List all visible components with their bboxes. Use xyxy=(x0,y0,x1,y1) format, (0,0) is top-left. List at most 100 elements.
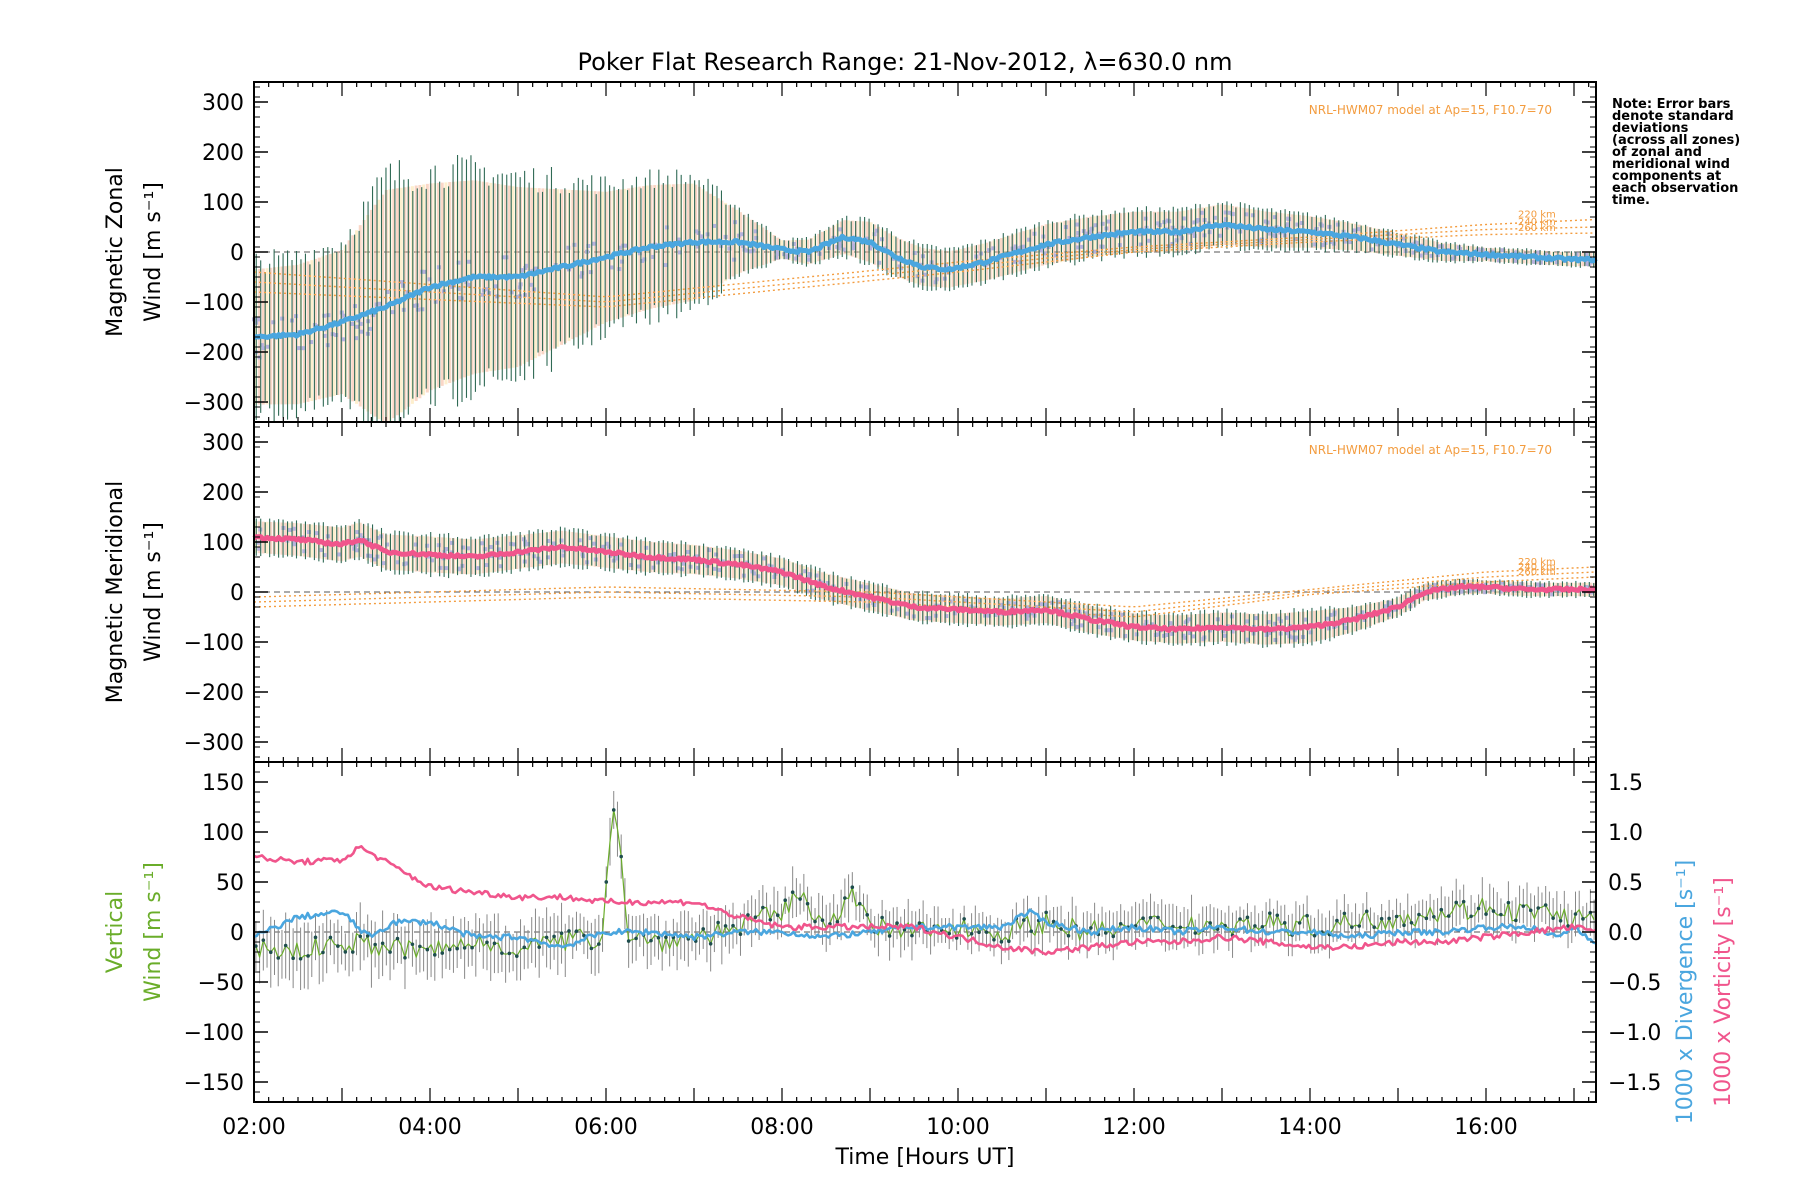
scatter-point xyxy=(1584,252,1589,257)
scatter-point xyxy=(1075,222,1080,227)
panel-frame-1: 300 200 100 0 −100 −200 −300 Magnetic Meridiona… xyxy=(103,421,1597,763)
scatter-point xyxy=(355,324,360,329)
vertical-wind-point xyxy=(761,905,765,910)
scatter-point xyxy=(739,232,744,237)
scatter-point xyxy=(1513,258,1518,263)
scatter-point xyxy=(1514,250,1519,255)
scatter-point xyxy=(449,284,454,289)
scatter-point xyxy=(579,274,584,279)
scatter-point xyxy=(514,295,519,300)
note-line: time. xyxy=(1612,193,1650,208)
scatter-point xyxy=(1362,617,1367,622)
vertical-wind-point xyxy=(440,951,445,955)
scatter-point xyxy=(1321,242,1326,247)
scatter-point xyxy=(1418,253,1423,258)
vertical-wind-point xyxy=(537,945,541,949)
scatter-point xyxy=(864,585,869,590)
scatter-point xyxy=(1433,583,1438,588)
vertical-wind-point xyxy=(336,944,340,948)
scatter-point xyxy=(493,284,498,289)
scatter-point xyxy=(1084,231,1089,236)
scatter-point xyxy=(1531,259,1536,264)
scatter-point xyxy=(561,553,566,558)
scatter-point xyxy=(1137,232,1142,237)
scatter-point xyxy=(1335,222,1340,227)
vertical-wind-point xyxy=(283,943,288,948)
scatter-point xyxy=(1018,260,1023,265)
vertical-wind-point xyxy=(1514,918,1518,923)
scatter-point xyxy=(1021,244,1026,249)
vertical-wind-point xyxy=(559,931,564,936)
model-label: NRL-HWM07 model at Ap=15, F10.7=70 xyxy=(1309,103,1552,117)
scatter-point xyxy=(1556,588,1561,593)
y-axis-label: Magnetic Zonal xyxy=(103,167,128,337)
y-tick-label: 100 xyxy=(202,531,244,556)
scatter-point xyxy=(1098,613,1103,618)
scatter-point xyxy=(866,603,871,608)
scatter-point xyxy=(933,280,938,285)
y-tick-label: 50 xyxy=(216,871,244,896)
scatter-point xyxy=(523,542,528,547)
scatter-point xyxy=(371,313,376,318)
scatter-point xyxy=(623,243,628,248)
scatter-point xyxy=(806,253,811,258)
scatter-point xyxy=(769,564,774,569)
vertical-wind-point xyxy=(365,934,370,938)
scatter-point xyxy=(1538,260,1543,265)
model-altitude-label: 260 km xyxy=(1518,223,1556,234)
vertical-wind-point xyxy=(1476,906,1481,911)
vertical-wind-point xyxy=(1178,925,1183,930)
scatter-point xyxy=(1087,230,1092,235)
vertical-wind-point xyxy=(574,929,579,934)
scatter-point xyxy=(498,564,503,569)
y-tick-label: −50 xyxy=(198,971,244,996)
scatter-point xyxy=(426,554,431,559)
vertical-wind-point xyxy=(1521,904,1526,908)
scatter-point xyxy=(1195,218,1200,223)
scatter-point xyxy=(912,251,917,256)
vertical-wind-point xyxy=(1357,924,1362,928)
scatter-point xyxy=(851,243,856,248)
scatter-point xyxy=(671,552,676,557)
scatter-point xyxy=(1483,590,1488,595)
scatter-point xyxy=(1170,241,1175,246)
vertical-wind-point xyxy=(1297,921,1302,925)
scatter-point xyxy=(897,264,902,269)
vertical-wind-point xyxy=(731,923,735,928)
scatter-point xyxy=(1414,589,1419,594)
scatter-point xyxy=(1471,256,1476,261)
scatter-point xyxy=(1075,624,1080,629)
mean-wind-line xyxy=(252,534,1597,633)
scatter-point xyxy=(905,611,910,616)
note-line: deviations xyxy=(1612,121,1689,136)
scatter-point xyxy=(1292,628,1297,633)
vertical-wind-point xyxy=(604,880,609,884)
scatter-point xyxy=(425,543,430,548)
scatter-point xyxy=(977,598,982,603)
vertical-wind-point xyxy=(306,954,310,958)
scatter-point xyxy=(986,613,991,618)
scatter-point xyxy=(1401,236,1405,241)
scatter-point xyxy=(1039,602,1044,607)
vertical-wind-point xyxy=(485,940,489,945)
scatter-point xyxy=(385,542,390,547)
scatter-point xyxy=(1191,230,1196,235)
vertical-wind-point xyxy=(1103,931,1108,935)
scatter-point xyxy=(1083,611,1088,616)
vertical-wind-point xyxy=(1402,923,1406,928)
vertical-wind-point xyxy=(723,924,728,928)
model-altitude-label: 260 km xyxy=(1518,567,1556,578)
scatter-point xyxy=(526,551,531,556)
y-tick-label-right: 0.5 xyxy=(1608,871,1643,896)
vertical-wind-point xyxy=(1461,899,1466,904)
scatter-point xyxy=(1183,620,1188,625)
scatter-point xyxy=(456,566,461,571)
y-tick-label: −150 xyxy=(184,1071,244,1096)
scatter-point xyxy=(484,287,489,292)
vertical-wind-point xyxy=(1335,918,1339,923)
scatter-point xyxy=(695,565,700,570)
scatter-point xyxy=(836,246,841,251)
scatter-point xyxy=(1061,604,1066,609)
scatter-point xyxy=(1039,248,1044,253)
